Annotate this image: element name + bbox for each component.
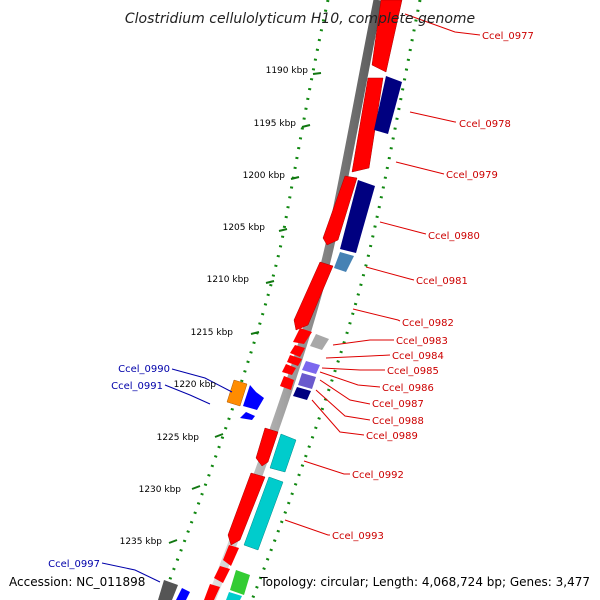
gene-ccel-0984[interactable] xyxy=(290,345,305,357)
genome-summary-text: Topology: circular; Length: 4,068,724 bp… xyxy=(259,575,590,589)
gene-label[interactable]: Ccel_0980 xyxy=(428,231,480,242)
gene-ccel-0986-cds[interactable] xyxy=(282,364,296,375)
tick-label: 1225 kbp xyxy=(157,433,200,443)
gene-ccel-0992-cds[interactable] xyxy=(255,427,279,467)
gene-ccel-0982[interactable] xyxy=(293,261,334,331)
callout-lines-right xyxy=(284,13,481,536)
gene-ccel-0978[interactable] xyxy=(374,76,402,134)
tick-label: 1230 kbp xyxy=(139,485,182,495)
gene-label[interactable]: Ccel_0992 xyxy=(352,470,404,481)
gene-label[interactable]: Ccel_0978 xyxy=(459,119,511,130)
gene-ccel-0983[interactable] xyxy=(310,334,329,350)
gene-label[interactable]: Ccel_0987 xyxy=(372,399,424,410)
gene-ccel-0997[interactable] xyxy=(158,580,178,600)
gene-ccel-0983-cds[interactable] xyxy=(293,328,312,344)
gene-cds-b[interactable] xyxy=(214,566,230,583)
gene-label[interactable]: Ccel_0979 xyxy=(446,170,498,181)
gene-ccel-0980[interactable] xyxy=(340,180,375,253)
gene-ccel-0985[interactable] xyxy=(287,355,302,366)
gene-cds-c[interactable] xyxy=(204,584,220,600)
gene-blue-bottom[interactable] xyxy=(176,588,190,600)
gene-ccel-0991[interactable] xyxy=(243,385,264,410)
gene-label[interactable]: Ccel_0997 xyxy=(48,559,100,570)
tick-label: 1190 kbp xyxy=(266,66,309,76)
gene-label[interactable]: Ccel_0989 xyxy=(366,431,418,442)
gene-ccel-0981[interactable] xyxy=(334,252,354,272)
tick-label: 1195 kbp xyxy=(254,119,297,129)
gene-ccel-0989[interactable] xyxy=(293,387,311,400)
gene-ccel-0979[interactable] xyxy=(351,77,384,173)
gene-cds-a[interactable] xyxy=(223,545,239,566)
gene-ccel-0988[interactable] xyxy=(298,373,316,389)
forward-strand-genes xyxy=(204,0,403,600)
gene-green[interactable] xyxy=(230,570,250,595)
gene-label[interactable]: Ccel_0977 xyxy=(482,31,534,42)
tick-label: 1215 kbp xyxy=(191,328,234,338)
genome-map-graphics xyxy=(101,0,481,600)
gene-cyan-bottom[interactable] xyxy=(226,592,242,600)
gene-ccel-0991b[interactable] xyxy=(240,412,255,420)
gene-ccel-0993-cds[interactable] xyxy=(227,472,266,546)
gene-labels-left: Ccel_0990 Ccel_0991 Ccel_0997 xyxy=(48,364,170,570)
tick-marks xyxy=(168,72,322,544)
gene-label[interactable]: Ccel_0990 xyxy=(118,364,170,375)
gene-label[interactable]: Ccel_0983 xyxy=(396,336,448,347)
gene-ccel-0987[interactable] xyxy=(280,376,294,390)
tick-label: 1205 kbp xyxy=(223,223,266,233)
tick-label: 1200 kbp xyxy=(243,171,286,181)
gene-label[interactable]: Ccel_0984 xyxy=(392,351,444,362)
gene-label[interactable]: Ccel_0993 xyxy=(332,531,384,542)
gene-label[interactable]: Ccel_0988 xyxy=(372,416,424,427)
gene-label[interactable]: Ccel_0985 xyxy=(387,366,439,377)
genome-backbone xyxy=(206,0,383,600)
gene-ccel-0993[interactable] xyxy=(243,476,284,551)
map-title: Clostridium cellulolyticum H10, complete… xyxy=(125,11,475,27)
gene-labels-right: Ccel_0977 Ccel_0978 Ccel_0979 Ccel_0980 … xyxy=(332,31,534,542)
gene-label[interactable]: Ccel_0982 xyxy=(402,318,454,329)
gene-ccel-0986[interactable] xyxy=(302,361,320,374)
accession-text: Accession: NC_011898 xyxy=(9,575,145,589)
tick-label: 1210 kbp xyxy=(207,275,250,285)
gene-label[interactable]: Ccel_0981 xyxy=(416,276,468,287)
tick-labels: 1190 kbp 1195 kbp 1200 kbp 1205 kbp 1210… xyxy=(120,66,309,547)
callout-lines-left xyxy=(101,368,233,583)
tick-label: 1235 kbp xyxy=(120,537,163,547)
gene-ccel-0980-cds[interactable] xyxy=(322,175,358,246)
tick-label: 1220 kbp xyxy=(174,380,217,390)
gene-label[interactable]: Ccel_0986 xyxy=(382,383,434,394)
gene-ccel-0977[interactable] xyxy=(371,0,403,73)
gene-ccel-0990[interactable] xyxy=(226,379,248,407)
reverse-strand-genes xyxy=(158,379,264,600)
gene-label[interactable]: Ccel_0991 xyxy=(111,381,163,392)
gene-ccel-0992[interactable] xyxy=(269,433,297,473)
